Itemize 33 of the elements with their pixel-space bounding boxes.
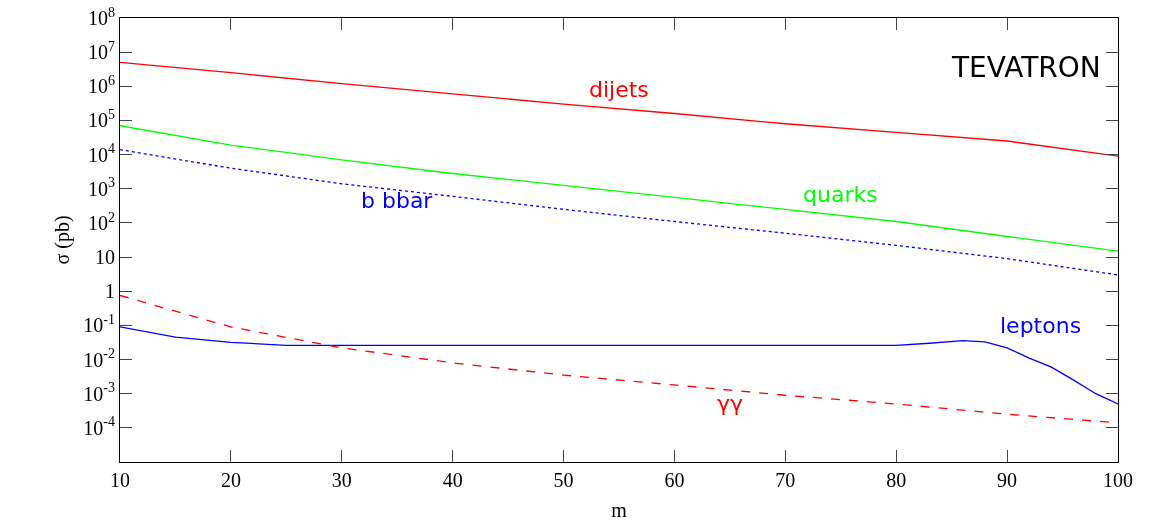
y-tick-label: 10$^{8}$	[87, 4, 115, 29]
y-axis-title: σ (pb)	[50, 215, 74, 265]
line-series	[120, 148, 1118, 276]
y-tick-label: 10$^{2}$	[87, 209, 115, 234]
x-tick-label: 10	[110, 469, 130, 492]
y-tick-label: 10$^{-2}$	[83, 346, 115, 371]
y-tick-label: 10$^{-3}$	[83, 380, 115, 405]
series-label: dijets	[589, 77, 649, 102]
x-axis-title: m	[611, 498, 628, 521]
x-tick-label: 40	[442, 469, 463, 492]
y-tick-label: 10$^{-4}$	[83, 414, 115, 439]
x-tick-label: 60	[664, 469, 685, 492]
x-tick-label: 30	[331, 469, 352, 492]
y-tick-label: 10$^{-1}$	[83, 311, 115, 337]
x-tick-label: 100	[1103, 469, 1133, 492]
x-tick-label: 90	[997, 469, 1018, 492]
y-tick-label: 10$^{6}$	[87, 72, 115, 98]
x-tick-label: 80	[886, 469, 907, 492]
y-tick-label: 10$^{4}$	[87, 141, 115, 166]
line-series	[120, 125, 1118, 252]
x-tick-label: 70	[775, 469, 796, 492]
x-tick-label: 20	[220, 469, 241, 492]
y-tick-label: 1	[104, 280, 115, 303]
y-tick-label: 10$^{3}$	[87, 175, 115, 200]
annotation: TEVATRON	[951, 51, 1101, 84]
series-label: leptons	[1000, 313, 1082, 338]
x-tick-label: 50	[553, 469, 574, 492]
series-label: quarks	[803, 182, 878, 207]
y-tick-label: 10$^{7}$	[87, 38, 115, 64]
y-tick-label: 10$^{5}$	[87, 107, 115, 132]
series-label: γγ	[717, 391, 744, 416]
y-tick-label: 10	[94, 246, 115, 269]
series-label: b bbar	[361, 188, 434, 213]
